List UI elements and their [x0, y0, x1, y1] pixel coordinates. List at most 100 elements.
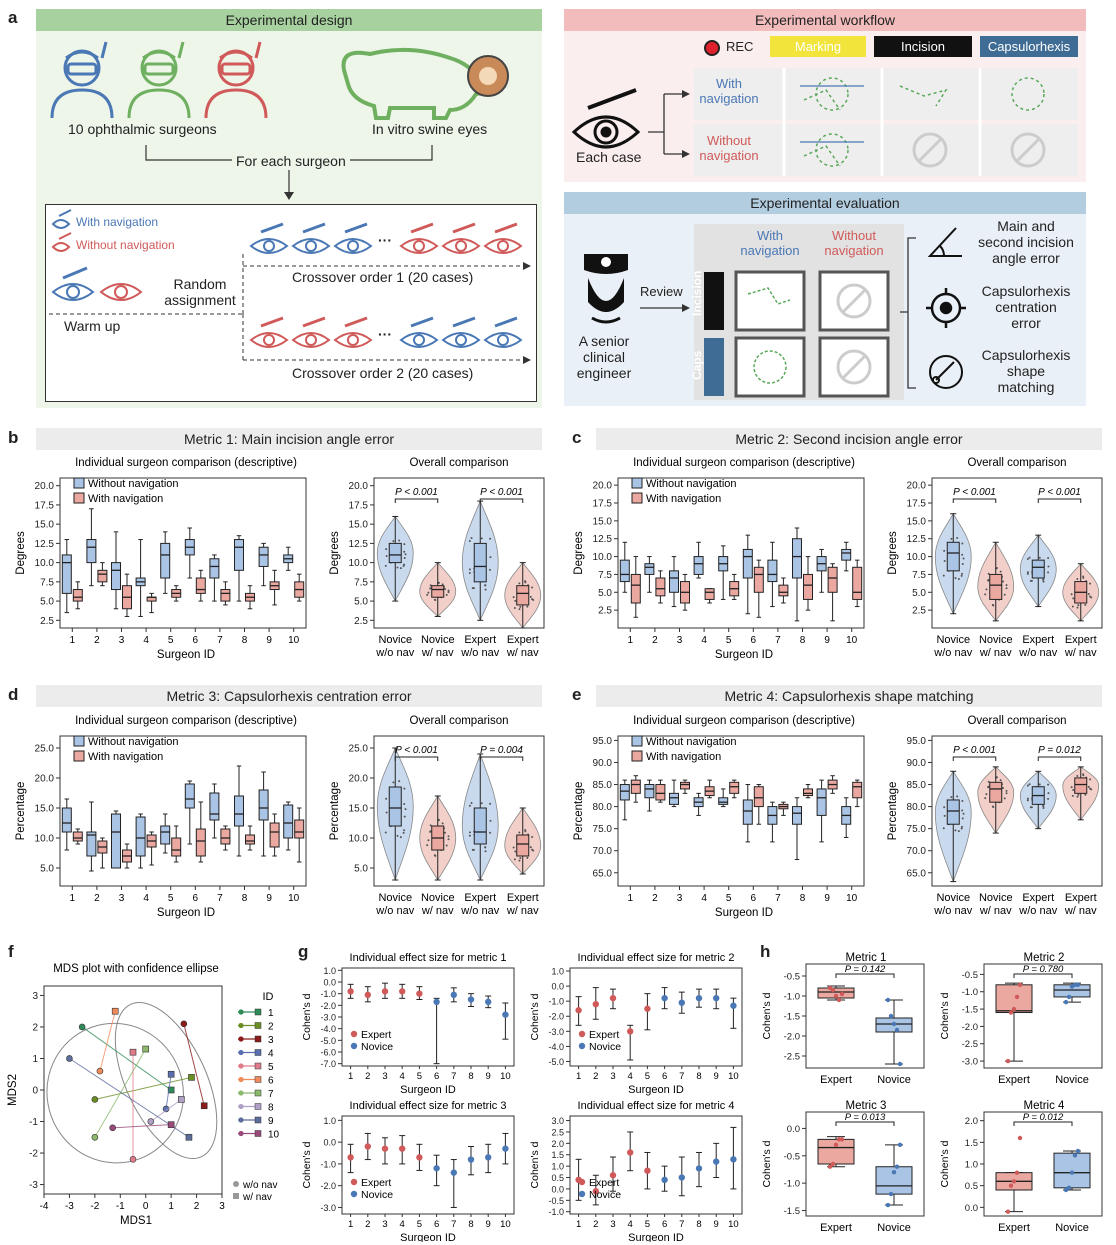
overall-cat-sub: w/o nav	[375, 905, 414, 917]
plot-frame	[617, 477, 865, 629]
jitter-point	[392, 540, 395, 543]
y-tick-label: 0	[32, 1086, 38, 1097]
x-tick-label: 7	[217, 893, 223, 904]
jitter-point	[987, 572, 990, 575]
x-tick-label: 8	[242, 635, 248, 646]
y-tick-label: -1.0	[548, 997, 564, 1007]
legend-with-nav: With navigation	[88, 751, 163, 763]
jitter-point	[1084, 603, 1087, 606]
y-tick-label: -1.0	[548, 1207, 564, 1217]
jitter-point	[1070, 593, 1073, 596]
cohen-point	[1066, 994, 1072, 1000]
x-tick-label: 8	[468, 1219, 473, 1230]
legend-novice-dot	[578, 1190, 586, 1198]
jitter-point	[1026, 799, 1029, 802]
x-axis-label: Surgeon ID	[400, 1084, 456, 1096]
cohen-point	[1075, 1148, 1081, 1154]
effect-title: Individual effect size for metric 2	[578, 952, 735, 964]
jitter-point	[961, 817, 964, 820]
box-with-nav-9-box	[269, 822, 280, 848]
warmup-label: Warm up	[64, 318, 121, 334]
jitter-point	[468, 540, 471, 543]
jitter-point	[987, 780, 990, 783]
box-without-nav-3-box	[111, 813, 121, 869]
legend-square-4	[254, 1049, 262, 1056]
jitter-point	[1090, 788, 1093, 791]
cohen-point	[891, 1170, 897, 1175]
x-tick-label: 5	[168, 635, 174, 646]
cohen-p-value: P = 0.780	[1023, 964, 1064, 975]
x-tick-label: 5	[645, 1219, 650, 1230]
y-tick-label: 3	[32, 991, 38, 1002]
sig-bracket-expert	[479, 756, 524, 761]
surgeon-icon-green	[127, 41, 191, 119]
y-tick-label: 17.5	[907, 499, 927, 510]
jitter-point	[956, 795, 959, 798]
y-tick-label: 5.0	[598, 588, 612, 599]
legend-expert: Expert	[361, 1177, 391, 1189]
jitter-point	[1082, 575, 1085, 578]
y-tick-label: -1.0	[784, 992, 800, 1003]
box-without-nav-6-box	[184, 783, 195, 809]
jitter-point	[484, 584, 487, 587]
p-value-novice: P < 0.001	[395, 745, 438, 756]
x-tick-label: 6	[193, 893, 199, 904]
eval-incision-label: Incision	[690, 270, 704, 316]
panel-letter-a: a	[8, 8, 18, 27]
jitter-point	[484, 850, 487, 853]
jitter-point	[404, 808, 407, 811]
cohen-metric2: Metric 2 -0.5 -1.0 -1.5 -2.0 -2.5 -3.0 Cohen's …	[939, 952, 1103, 1086]
cohen-point	[1008, 1010, 1014, 1015]
y-tick-label: 25.0	[349, 744, 369, 755]
jitter-point	[403, 803, 406, 806]
y-tick-label: 10.0	[35, 558, 55, 569]
angle-icon	[927, 227, 962, 257]
x-tick-label: 3	[119, 635, 125, 646]
eval-metric-centration: Capsulorhexis centration error	[981, 283, 1071, 331]
jitter-point	[468, 572, 471, 575]
jitter-point	[1076, 775, 1079, 778]
effect-point-5	[416, 1154, 423, 1161]
jitter-point	[403, 556, 406, 559]
mds-title: MDS plot with confidence ellipse	[53, 963, 219, 975]
jitter-point	[468, 834, 471, 837]
point-without-nav-3	[180, 1020, 188, 1028]
y-tick-label: 5.0	[354, 864, 368, 875]
legend-square-1	[254, 1008, 262, 1016]
box-without-nav-2-box	[644, 784, 655, 799]
x-tick-label: 3	[610, 1219, 615, 1230]
plot-frame	[931, 735, 1103, 887]
y-tick-label: 20.0	[349, 774, 369, 785]
y-tick-label: 2.5	[912, 606, 926, 617]
y-tick-label: -0.5	[962, 970, 978, 981]
pair-line-7	[94, 1048, 147, 1138]
x-tick-label: 2	[94, 893, 100, 904]
jitter-point	[484, 588, 487, 591]
jitter-point	[443, 831, 446, 834]
jitter-point	[1026, 784, 1029, 787]
y-axis-label: Percentage	[573, 782, 585, 841]
box-without-nav-6-box	[742, 548, 753, 579]
jitter-point	[489, 831, 492, 834]
effect-point-6	[661, 1176, 668, 1184]
jitter-point	[434, 599, 437, 602]
y-axis-label: Percentage	[15, 782, 27, 841]
legend-expert-dot	[578, 1030, 586, 1038]
effect-point-9	[485, 998, 492, 1006]
protocol-box	[45, 204, 537, 402]
y-tick-label: -4.0	[320, 1024, 336, 1034]
y-tick-label: 20.0	[35, 481, 55, 492]
point-with-nav-10	[167, 1121, 175, 1128]
jitter-point	[961, 809, 964, 812]
effect-size-metric2: Individual effect size for metric 2 1.0 0.…	[529, 952, 743, 1096]
legend-expert-dot	[350, 1178, 358, 1186]
cohen-point	[894, 1027, 900, 1033]
panel-letter-h: h	[760, 942, 771, 961]
jitter-point	[1047, 565, 1050, 568]
jitter-point	[426, 844, 429, 847]
legend-without-nav: Without navigation	[646, 478, 737, 490]
rec-dot	[704, 40, 720, 56]
y-tick-label: 80.0	[593, 802, 613, 813]
jitter-point	[954, 829, 957, 832]
effect-point-6	[661, 994, 668, 1002]
